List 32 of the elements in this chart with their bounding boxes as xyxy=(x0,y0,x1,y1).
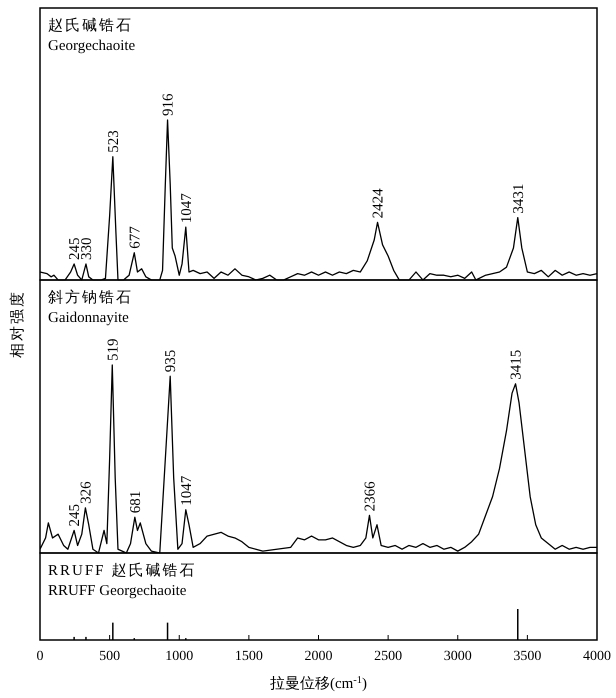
x-axis-title: 拉曼位移(cm$^{-1}$) xyxy=(270,674,368,692)
annotation: 2424 xyxy=(370,188,387,218)
annotation: 245 xyxy=(67,504,84,526)
y-axis-title: 相对强度 xyxy=(9,290,26,358)
annotation: 935 xyxy=(163,350,180,372)
annotation: 3415 xyxy=(508,350,525,380)
x-tick-label: 1000 xyxy=(165,649,194,664)
annotation: 519 xyxy=(105,338,122,361)
annotation: 330 xyxy=(78,238,95,260)
x-tick-label: 3000 xyxy=(444,649,472,664)
chart-subtitle: Gaidonnayite xyxy=(48,310,130,326)
annotation: 326 xyxy=(78,480,94,504)
x-tick-label: 2500 xyxy=(374,649,402,664)
x-tick-label: 1500 xyxy=(234,649,263,664)
chart-subtitle: Georgechaoite xyxy=(48,38,136,54)
annotation: 677 xyxy=(127,226,144,249)
annotation: 1047 xyxy=(178,192,195,224)
chart-title: 赵氏碱锆石 xyxy=(48,17,133,34)
annotation: 681 xyxy=(128,490,144,514)
annotation: 916 xyxy=(160,93,177,116)
annotation: 523 xyxy=(106,130,122,153)
chart-subtitle: RRUFF Georgechaoite xyxy=(48,583,187,599)
chart-title: 斜方钠锆石 xyxy=(48,289,133,306)
chart-title: RRUFF 赵氏碱锆石 xyxy=(48,562,196,579)
x-tick-label: 3500 xyxy=(513,649,542,664)
annotation: 3431 xyxy=(510,184,527,214)
annotation: 1047 xyxy=(178,475,195,506)
x-tick-label: 2000 xyxy=(304,649,332,664)
x-tick-label: 4000 xyxy=(583,649,611,664)
x-tick-label: 0 xyxy=(36,649,44,664)
annotation: 2366 xyxy=(362,480,378,512)
x-tick-label: 500 xyxy=(99,649,120,664)
